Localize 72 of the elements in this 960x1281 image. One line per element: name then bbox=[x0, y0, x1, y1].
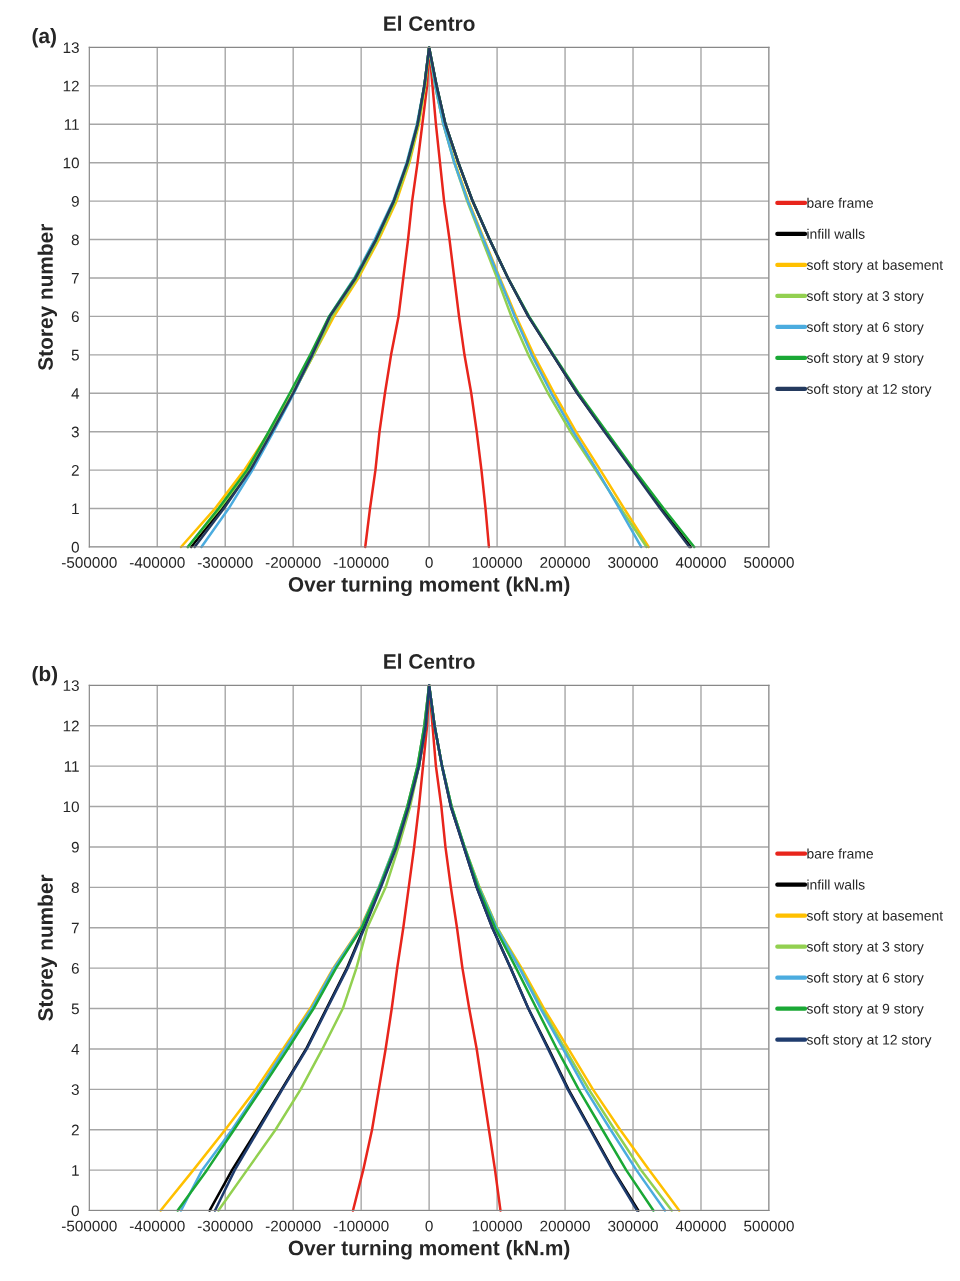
chart-title: El Centro bbox=[384, 15, 475, 31]
y-tick-label: 3 bbox=[71, 426, 79, 438]
x-tick-label: -400000 bbox=[129, 1220, 185, 1232]
x-tick-label: 0 bbox=[425, 1220, 433, 1232]
y-axis-title: Storey number bbox=[37, 223, 58, 371]
y-tick-label: 8 bbox=[71, 234, 79, 246]
y-tick-label: 2 bbox=[71, 464, 79, 476]
x-tick-label: 100000 bbox=[472, 557, 522, 568]
x-tick-label: 400000 bbox=[675, 1220, 726, 1232]
legend-label: soft story at basement bbox=[806, 259, 943, 273]
x-tick-label: 300000 bbox=[608, 1220, 658, 1232]
y-tick-label: 5 bbox=[71, 1003, 79, 1015]
y-tick-label: 4 bbox=[71, 1043, 80, 1055]
x-tick-label: 100000 bbox=[472, 1220, 522, 1232]
x-tick-label: 200000 bbox=[540, 1220, 590, 1232]
y-tick-label: 0 bbox=[71, 541, 79, 553]
y-tick-label: 4 bbox=[71, 388, 80, 399]
y-tick-label: 11 bbox=[64, 761, 79, 772]
y-tick-label: 7 bbox=[71, 922, 79, 934]
legend-label: soft story at basement bbox=[806, 910, 943, 924]
y-tick-label: 13 bbox=[63, 680, 79, 692]
y-tick-label: 13 bbox=[63, 42, 79, 54]
legend-label: soft story at 6 story bbox=[806, 321, 924, 335]
y-tick-label: 5 bbox=[71, 349, 79, 361]
y-tick-label: 12 bbox=[63, 80, 79, 92]
x-tick-label: -200000 bbox=[265, 1220, 321, 1232]
legend-label: soft story at 9 story bbox=[806, 352, 924, 366]
x-axis-title: Over turning moment (kN.m) bbox=[288, 1240, 570, 1260]
y-tick-label: 0 bbox=[71, 1205, 79, 1217]
x-tick-label: -200000 bbox=[265, 557, 321, 568]
y-tick-label: 1 bbox=[72, 503, 79, 515]
legend-label: infill walls bbox=[807, 879, 865, 890]
y-tick-label: 2 bbox=[71, 1124, 79, 1136]
y-tick-label: 3 bbox=[71, 1084, 79, 1096]
y-tick-label: 8 bbox=[71, 882, 79, 894]
legend-label: soft story at 6 story bbox=[806, 972, 924, 986]
x-tick-label: -100000 bbox=[333, 557, 389, 568]
y-tick-label: 10 bbox=[63, 801, 79, 813]
legend-label: soft story at 12 story bbox=[806, 1034, 932, 1048]
chart-title: El Centro bbox=[384, 653, 475, 669]
text: (b) bbox=[32, 665, 58, 686]
legend-label: soft story at 9 story bbox=[806, 1003, 924, 1017]
x-tick-label: 200000 bbox=[540, 557, 590, 568]
x-tick-label: -500000 bbox=[61, 1220, 117, 1232]
y-tick-label: 9 bbox=[71, 841, 79, 853]
y-tick-label: 9 bbox=[71, 195, 79, 207]
legend-label: soft story at 3 story bbox=[806, 290, 924, 304]
legend-label: bare frame bbox=[807, 848, 873, 859]
x-axis-title: Over turning moment (kN.m) bbox=[288, 576, 570, 597]
x-tick-label: 500000 bbox=[744, 1220, 794, 1232]
x-tick-label: -400000 bbox=[129, 557, 185, 568]
x-tick-label: 500000 bbox=[744, 557, 794, 568]
y-tick-label: 6 bbox=[71, 311, 79, 323]
legend-label: bare frame bbox=[807, 197, 873, 208]
x-tick-label: -300000 bbox=[197, 557, 253, 568]
x-tick-label: 300000 bbox=[608, 557, 658, 568]
x-tick-label: -100000 bbox=[333, 1220, 389, 1232]
y-tick-label: 10 bbox=[63, 157, 79, 169]
y-tick-label: 7 bbox=[71, 273, 79, 284]
legend-label: soft story at 12 story bbox=[806, 383, 932, 397]
x-tick-label: 400000 bbox=[675, 557, 726, 568]
legend-label: soft story at 3 story bbox=[806, 941, 924, 955]
y-axis-title: Storey number bbox=[37, 874, 58, 1021]
y-tick-label: 12 bbox=[63, 720, 79, 732]
y-tick-label: 1 bbox=[72, 1165, 79, 1176]
x-tick-label: 0 bbox=[425, 557, 433, 568]
y-tick-label: 11 bbox=[64, 119, 79, 130]
y-tick-label: 6 bbox=[71, 963, 79, 974]
x-tick-label: -300000 bbox=[197, 1220, 253, 1232]
text: (a) bbox=[32, 27, 56, 48]
x-tick-label: -500000 bbox=[61, 557, 117, 568]
legend-label: infill walls bbox=[807, 228, 865, 239]
